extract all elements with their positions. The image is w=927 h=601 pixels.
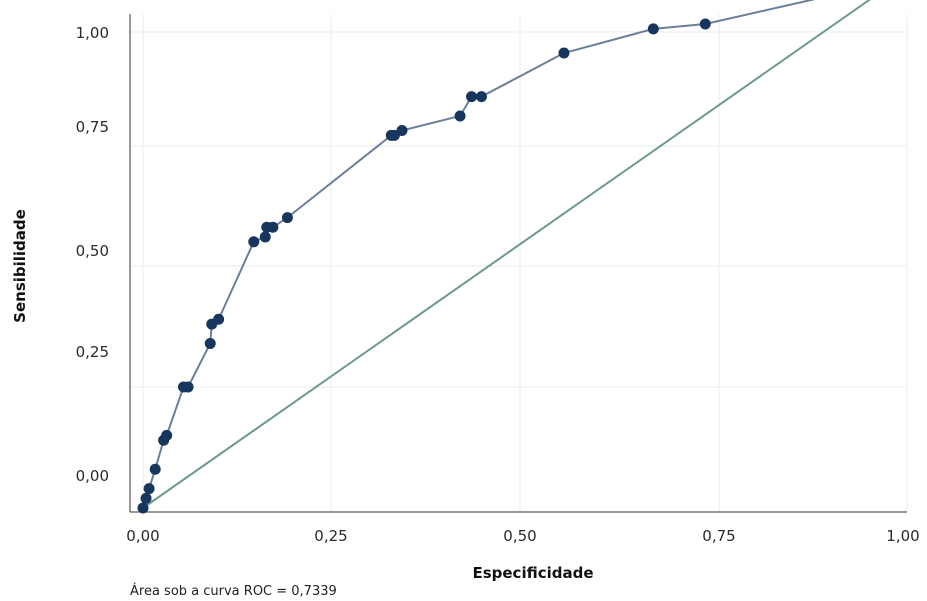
y-tick-label: 0,50 (76, 242, 109, 260)
x-tick-label: 0,00 (126, 527, 159, 545)
roc-point (248, 236, 260, 248)
y-tick-label: 1,00 (76, 24, 109, 42)
roc-point (182, 381, 194, 393)
axes (129, 14, 907, 513)
roc-point (204, 337, 216, 349)
auc-annotation: Área sob a curva ROC = 0,7339 (130, 584, 337, 599)
roc-point (466, 91, 478, 103)
x-tick-labels: 0,00 0,25 0,50 0,75 1,00 (126, 527, 919, 545)
roc-point (475, 91, 487, 103)
roc-point (213, 313, 225, 325)
y-tick-label: 0,00 (76, 467, 109, 485)
y-axis-title: Sensibilidade (11, 209, 29, 323)
roc-point (647, 23, 659, 35)
roc-point (149, 463, 161, 475)
y-tick-label: 0,25 (76, 343, 109, 361)
roc-point (143, 483, 155, 495)
x-tick-label: 1,00 (886, 527, 919, 545)
y-tick-label: 0,75 (76, 118, 109, 136)
roc-point (267, 221, 279, 233)
roc-point (137, 502, 149, 514)
roc-point (558, 47, 570, 59)
x-tick-label: 0,25 (314, 527, 347, 545)
series (137, 0, 871, 514)
x-tick-label: 0,50 (503, 527, 536, 545)
roc-point (396, 124, 408, 136)
roc-point (259, 231, 271, 243)
roc-point (699, 18, 711, 30)
x-tick-label: 0,75 (702, 527, 735, 545)
roc-point (140, 492, 152, 504)
roc-point (161, 429, 173, 441)
reference-diagonal-line (142, 0, 871, 509)
y-tick-labels: 0,00 0,25 0,50 0,75 1,00 (76, 24, 109, 485)
x-axis-title: Especificidade (472, 564, 593, 582)
roc-point (454, 110, 466, 122)
roc-point (281, 212, 293, 224)
grid (130, 14, 908, 512)
